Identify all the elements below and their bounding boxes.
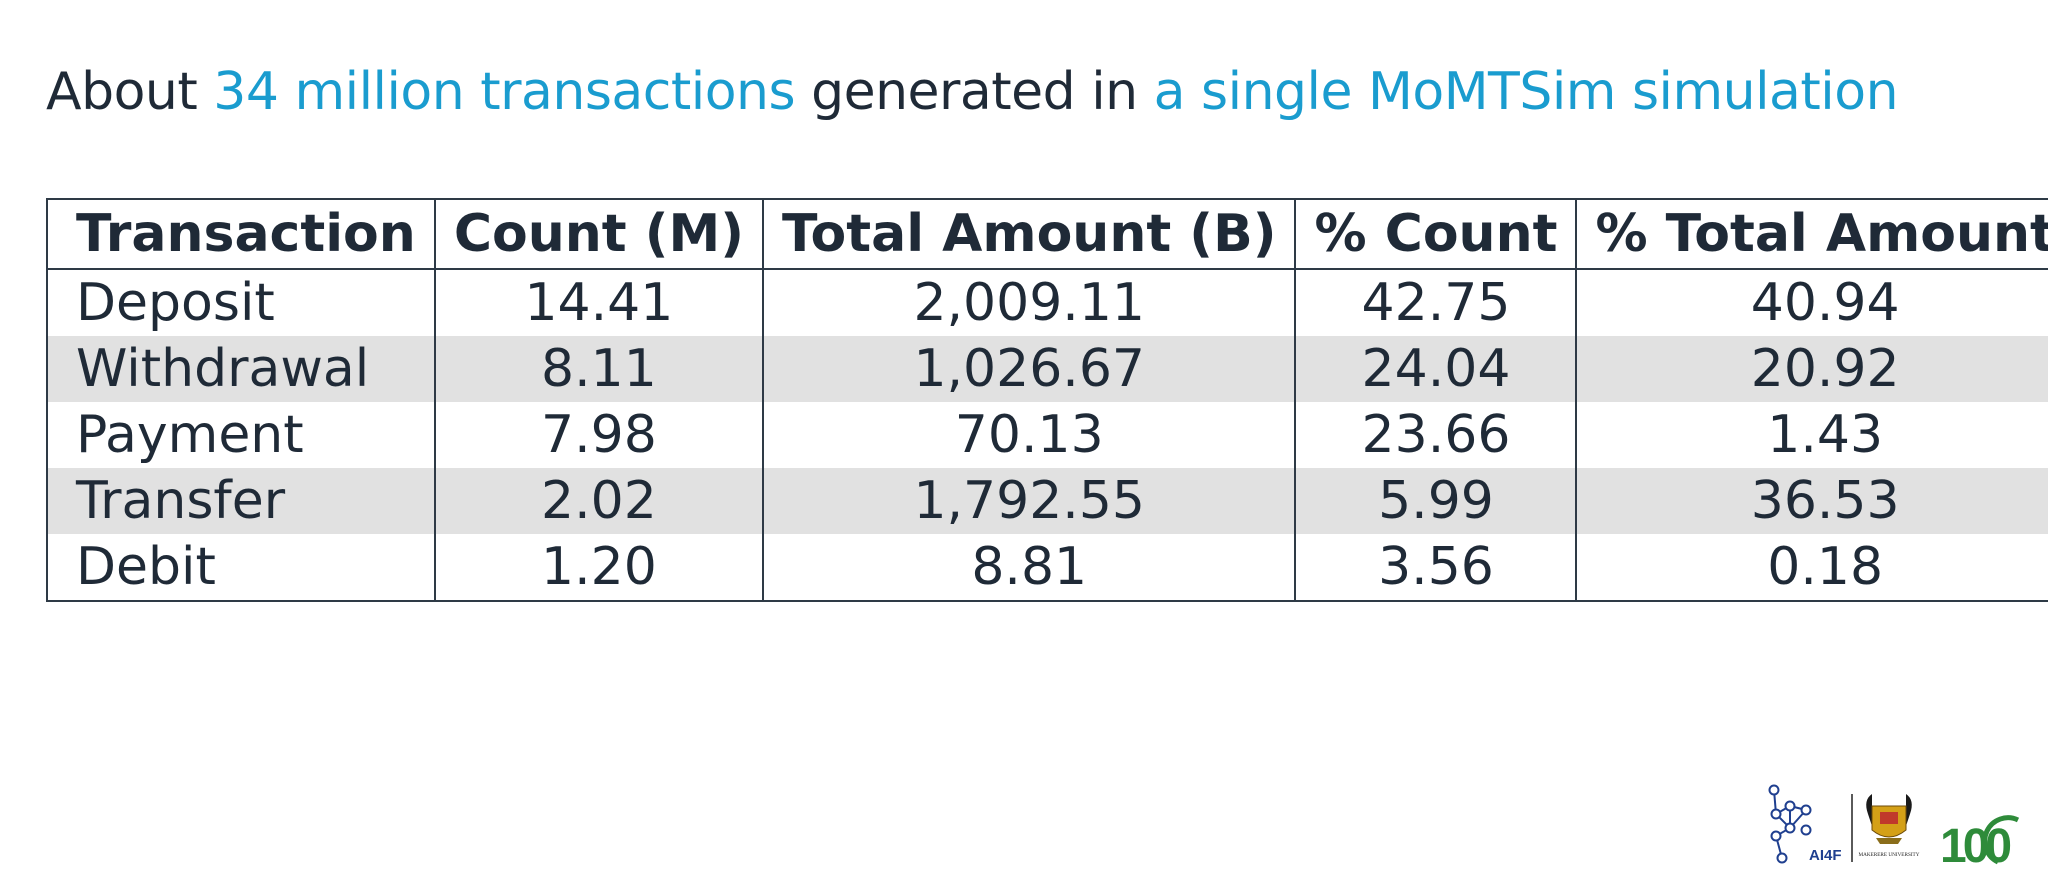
ai4f-logo-text: AI4F bbox=[1809, 847, 1842, 864]
centenary-ring-icon bbox=[1982, 815, 2020, 865]
cell-count: 7.98 bbox=[433, 402, 764, 468]
title-prefix: About bbox=[46, 62, 198, 122]
cell-percent-total-amount: 0.18 bbox=[1575, 534, 2048, 602]
header-percent-count: % Count bbox=[1294, 198, 1578, 270]
cell-transaction: Payment bbox=[46, 402, 436, 468]
cell-transaction: Deposit bbox=[46, 269, 436, 336]
cell-transaction: Transfer bbox=[46, 468, 436, 534]
cell-count: 8.11 bbox=[433, 336, 764, 402]
table-row: Deposit 14.41 2,009.11 42.75 40.94 bbox=[46, 269, 2048, 336]
cell-transaction: Debit bbox=[46, 534, 436, 602]
cell-percent-total-amount: 20.92 bbox=[1575, 336, 2048, 402]
ai4f-network-icon bbox=[1768, 784, 1812, 864]
table-row: Debit 1.20 8.81 3.56 0.18 bbox=[46, 534, 2048, 602]
cell-count: 1.20 bbox=[433, 534, 764, 602]
title-middle: generated in bbox=[811, 62, 1138, 122]
header-total-amount: Total Amount (B) bbox=[761, 198, 1297, 270]
table-row: Transfer 2.02 1,792.55 5.99 36.53 bbox=[46, 468, 2048, 534]
cell-count: 14.41 bbox=[433, 269, 764, 336]
cell-count: 2.02 bbox=[433, 468, 764, 534]
header-count: Count (M) bbox=[433, 198, 764, 270]
cell-total-amount: 70.13 bbox=[761, 402, 1297, 468]
table-row: Payment 7.98 70.13 23.66 1.43 bbox=[46, 402, 2048, 468]
cell-percent-total-amount: 36.53 bbox=[1575, 468, 2048, 534]
table-row: Withdrawal 8.11 1,026.67 24.04 20.92 bbox=[46, 336, 2048, 402]
transactions-table: Transaction Count (M) Total Amount (B) %… bbox=[46, 198, 2048, 602]
cell-percent-total-amount: 40.94 bbox=[1575, 269, 2048, 336]
cell-transaction: Withdrawal bbox=[46, 336, 436, 402]
cell-percent-count: 5.99 bbox=[1294, 468, 1578, 534]
cell-percent-count: 24.04 bbox=[1294, 336, 1578, 402]
cell-percent-total-amount: 1.43 bbox=[1575, 402, 2048, 468]
cell-total-amount: 1,792.55 bbox=[761, 468, 1297, 534]
partner-logos: AI4F MAKERERE UNIVERSITY 100 bbox=[1768, 784, 2020, 872]
title-highlight-simulation: a single MoMTSim simulation bbox=[1153, 62, 1899, 122]
slide-title: About 34 million transactions generated … bbox=[46, 62, 1899, 122]
cell-total-amount: 1,026.67 bbox=[761, 336, 1297, 402]
title-highlight-count: 34 million transactions bbox=[213, 62, 796, 122]
cell-total-amount: 2,009.11 bbox=[761, 269, 1297, 336]
cell-percent-count: 23.66 bbox=[1294, 402, 1578, 468]
header-percent-total-amount: % Total Amount bbox=[1575, 198, 2048, 270]
centenary-logo-text: 100 bbox=[1940, 820, 2010, 872]
cell-percent-count: 3.56 bbox=[1294, 534, 1578, 602]
header-transaction: Transaction bbox=[46, 198, 436, 270]
cell-percent-count: 42.75 bbox=[1294, 269, 1578, 336]
makerere-logo-text: MAKERERE UNIVERSITY bbox=[1859, 852, 1920, 858]
makerere-crest-icon bbox=[1866, 794, 1912, 844]
cell-total-amount: 8.81 bbox=[761, 534, 1297, 602]
table-header-row: Transaction Count (M) Total Amount (B) %… bbox=[46, 198, 2048, 270]
